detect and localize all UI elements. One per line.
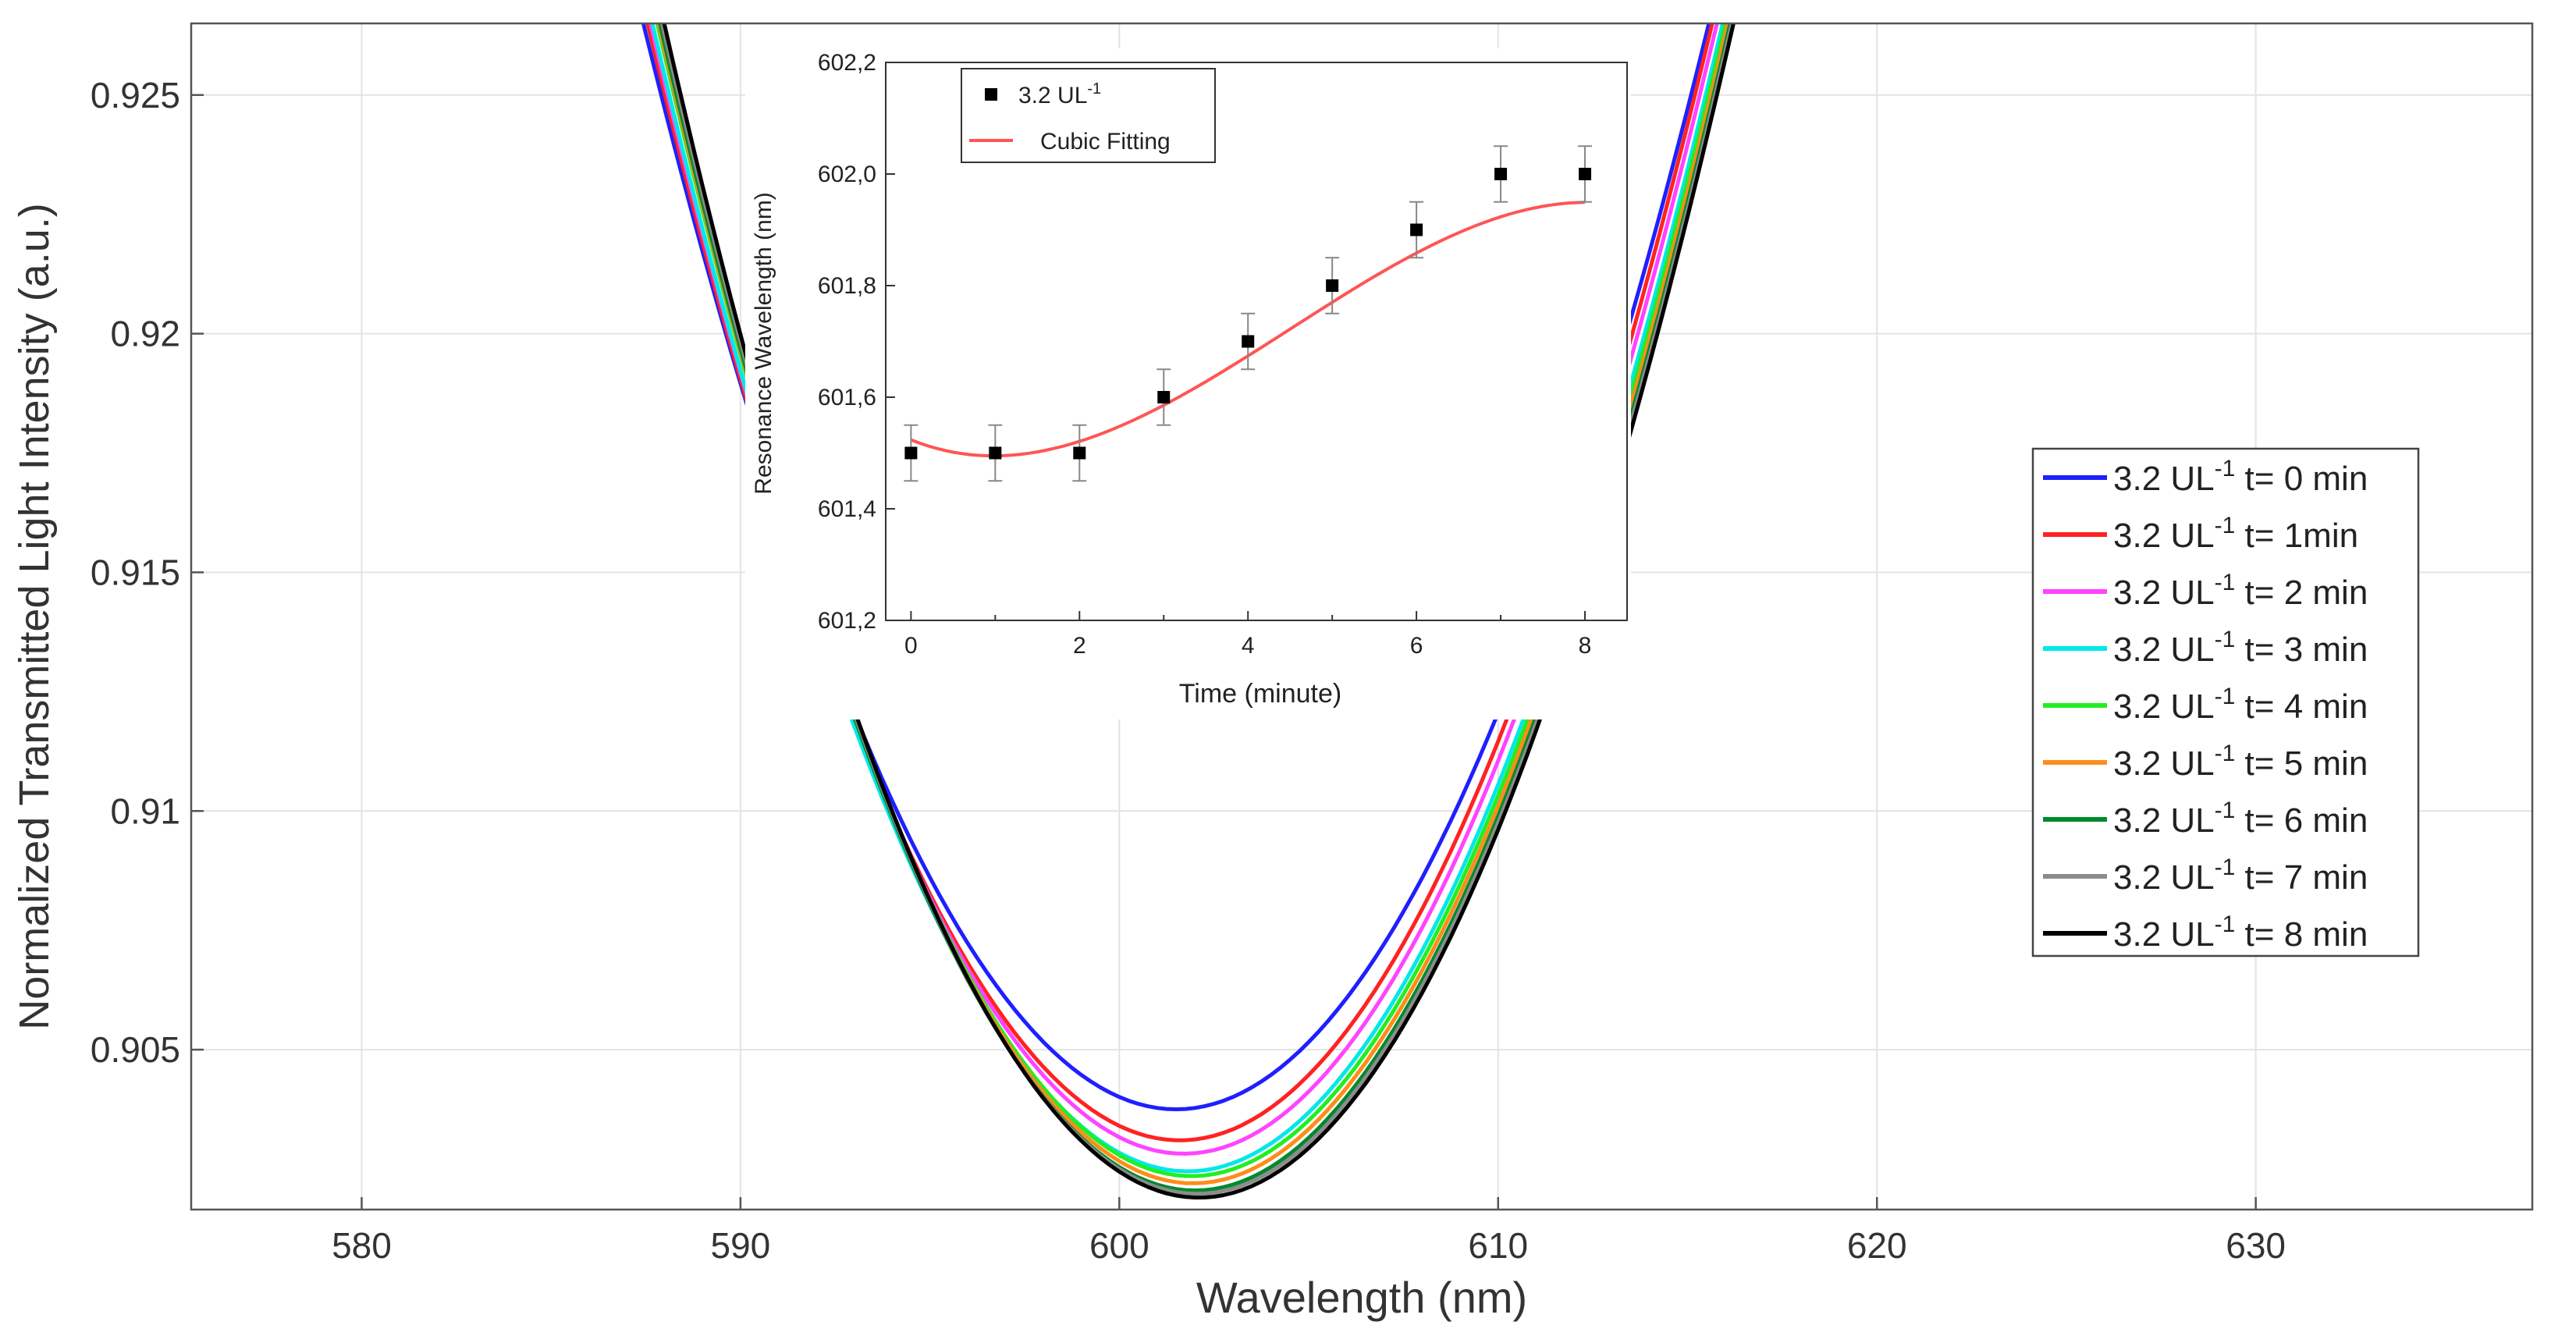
inset-y-tick-label: 601,4 — [818, 496, 876, 522]
main-legend-label: 3.2 UL-1 t= 2 min — [2113, 570, 2368, 612]
inset-legend-label-exponent: -1 — [1087, 80, 1101, 98]
main-x-tick-label: 590 — [711, 1225, 771, 1266]
inset-data-point — [1410, 223, 1423, 236]
inset-x-axis-label: Time (minute) — [1179, 679, 1341, 709]
main-legend-label-exponent: -1 — [2215, 456, 2236, 481]
main-legend-label-exponent: -1 — [2215, 513, 2236, 538]
main-y-axis-label: Normalized Transmitted Light Intensity (… — [11, 203, 58, 1029]
main-legend-label: 3.2 UL-1 t= 0 min — [2113, 456, 2368, 498]
main-legend-label-unit: 3.2 UL — [2113, 744, 2215, 783]
inset-y-tick-label: 601,6 — [818, 385, 876, 410]
inset-data-point — [1242, 335, 1255, 348]
main-legend-label-unit: 3.2 UL — [2113, 460, 2215, 498]
inset-data-point — [1326, 279, 1339, 292]
inset-data-point — [1073, 446, 1086, 460]
main-y-tick-label: 0.915 — [91, 552, 180, 592]
main-legend-label: 3.2 UL-1 t= 5 min — [2113, 741, 2368, 783]
inset-data-point — [1494, 168, 1508, 180]
main-series-line-3 — [650, 23, 1725, 1174]
main-legend-label-time: t= 3 min — [2235, 631, 2368, 669]
main-series-line-6 — [658, 23, 1732, 1192]
main-legend-label-time: t= 5 min — [2235, 744, 2368, 783]
inset-x-tick-label: 6 — [1410, 633, 1423, 659]
inset-data-point — [1579, 168, 1592, 180]
inset-y-axis-label: Resonance Wavelength (nm) — [751, 192, 776, 494]
main-legend-label: 3.2 UL-1 t= 4 min — [2113, 684, 2368, 726]
main-y-tick-label: 0.905 — [91, 1029, 180, 1070]
main-plot-frame — [190, 22, 2534, 1211]
inset-y-tick-label: 602,0 — [818, 162, 876, 187]
main-legend-label-time: t= 0 min — [2235, 460, 2368, 498]
inset-legend-marker — [985, 88, 997, 101]
main-legend-label-exponent: -1 — [2215, 798, 2236, 823]
inset-y-tick-label: 602,2 — [818, 50, 876, 76]
main-legend-label-unit: 3.2 UL — [2113, 631, 2215, 669]
main-series-line-0 — [641, 23, 1711, 1111]
main-legend-label-exponent: -1 — [2215, 911, 2236, 937]
main-legend-label-time: t= 7 min — [2235, 858, 2368, 897]
main-legend-label-unit: 3.2 UL — [2113, 517, 2215, 555]
main-legend-label-exponent: -1 — [2215, 570, 2236, 595]
main-x-tick-label: 630 — [2226, 1225, 2286, 1266]
inset-x-tick-label: 4 — [1242, 633, 1255, 659]
main-series-line-4 — [655, 23, 1728, 1178]
inset-x-tick-label: 0 — [904, 633, 918, 659]
main-x-axis-label: Wavelength (nm) — [1196, 1273, 1527, 1322]
main-x-tick-label: 580 — [332, 1225, 392, 1266]
main-legend-label-unit: 3.2 UL — [2113, 574, 2215, 612]
main-legend-label-time: t= 2 min — [2235, 574, 2368, 612]
main-axis-ticks: 580 590 600 610 620 6300.9050.910.9150.920.92… — [91, 75, 2286, 1266]
main-y-tick-label: 0.925 — [91, 75, 180, 115]
main-legend-label-unit: 3.2 UL — [2113, 687, 2215, 726]
inset-data-point — [989, 446, 1002, 460]
main-y-tick-label: 0.91 — [110, 791, 180, 831]
inset-legend-label-unit: 3.2 UL — [1018, 83, 1087, 108]
main-legend-label: 3.2 UL-1 t= 7 min — [2113, 854, 2368, 897]
inset-legend-box — [961, 68, 1216, 163]
main-legend-label-exponent: -1 — [2215, 627, 2236, 652]
inset-legend-label-fit: Cubic Fitting — [1040, 129, 1171, 155]
main-legend-label-exponent: -1 — [2215, 684, 2236, 709]
main-legend-label-unit: 3.2 UL — [2113, 801, 2215, 840]
main-legend-label-exponent: -1 — [2215, 854, 2236, 880]
inset-x-tick-label: 2 — [1073, 633, 1086, 659]
main-series-line-1 — [645, 23, 1714, 1142]
main-legend-label-time: t= 6 min — [2235, 801, 2368, 840]
inset-x-tick-label: 8 — [1579, 633, 1592, 659]
main-legend-label: 3.2 UL-1 t= 6 min — [2113, 798, 2368, 840]
main-legend-label-unit: 3.2 UL — [2113, 858, 2215, 897]
main-x-tick-label: 610 — [1468, 1225, 1528, 1266]
main-y-tick-label: 0.92 — [110, 314, 180, 354]
main-x-tick-label: 600 — [1089, 1225, 1149, 1266]
main-series-line-2 — [648, 23, 1719, 1156]
main-series-lines — [641, 23, 1736, 1200]
main-series-line-7 — [659, 23, 1734, 1196]
main-series-line-5 — [656, 23, 1730, 1185]
inset-data-point — [904, 446, 918, 460]
main-legend-label: 3.2 UL-1 t= 8 min — [2113, 911, 2368, 954]
inset-legend: 3.2 UL-1 Cubic Fitting — [961, 68, 1216, 163]
inset-data-point — [1157, 391, 1171, 403]
main-legend-label-unit: 3.2 UL — [2113, 915, 2215, 954]
main-legend-label-time: t= 4 min — [2235, 687, 2368, 726]
inset-y-tick-label: 601,8 — [818, 273, 876, 299]
inset-plot-body — [904, 145, 1593, 482]
main-legend-label-time: t= 1min — [2235, 517, 2358, 555]
main-x-tick-label: 620 — [1847, 1225, 1907, 1266]
main-legend-label-exponent: -1 — [2215, 741, 2236, 766]
main-legend-label: 3.2 UL-1 t= 3 min — [2113, 627, 2368, 669]
main-series-line-8 — [662, 23, 1736, 1200]
inset-legend-label-points: 3.2 UL-1 — [1018, 80, 1101, 108]
inset-y-tick-label: 601,2 — [818, 608, 876, 634]
inset-chart: 0 2 4 6 8 601,2 601,4 601,6 601,8 602,0 602,2 Time… — [745, 48, 1631, 719]
inset-axis-ticks: 0 2 4 6 8 601,2 601,4 601,6 601,8 602,0 602,2 — [818, 50, 1591, 659]
main-legend-label: 3.2 UL-1 t= 1min — [2113, 513, 2358, 555]
inset-plot-frame — [885, 62, 1628, 621]
main-legend-label-time: t= 8 min — [2235, 915, 2368, 954]
